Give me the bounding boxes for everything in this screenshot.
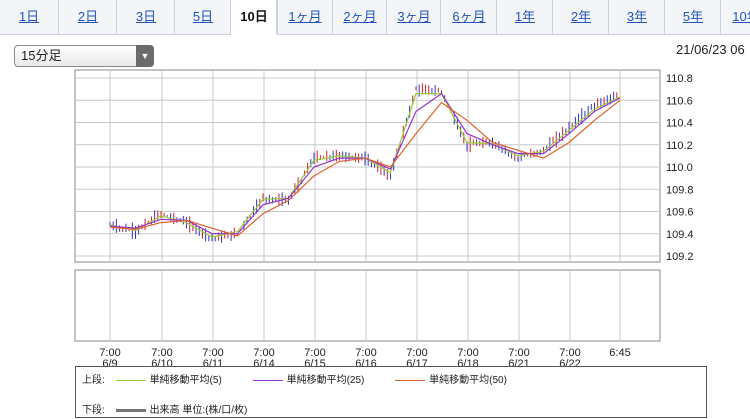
x-date-label: 6/10 [151,358,172,366]
tab-2日[interactable]: 2日 [58,0,117,34]
legend-ma25-label: 単純移動平均(25) [286,375,365,386]
y-tick-label: 110.6 [666,95,693,107]
y-tick-label: 109.8 [666,184,694,196]
tab-1ヶ月[interactable]: 1ヶ月 [276,0,333,34]
legend-ma25-swatch [252,379,283,381]
x-date-label: 6/11 [203,358,224,366]
y-tick-label: 110.8 [666,73,693,85]
legend-ma5-label: 単純移動平均(5) [149,375,222,386]
legend-ma50-label: 単純移動平均(50) [429,375,507,386]
x-date-label: 6/17 [406,358,427,366]
tab-10年[interactable]: 10年 [720,0,750,34]
x-date-label: 6/9 [102,358,117,366]
interval-select-value: 15分足 [21,48,62,63]
price-chart: 110.8 110.6 110.4 110.2 110.0 109.8 109.6 109.4… [74,69,694,366]
ma-line-50 [109,99,621,237]
x-time-label: 7:00 [253,347,274,359]
tab-6ヶ月[interactable]: 6ヶ月 [440,0,497,34]
tab-5日[interactable]: 5日 [174,0,231,34]
tab-3ヶ月[interactable]: 3ヶ月 [386,0,441,34]
tab-1年[interactable]: 1年 [496,0,553,34]
lower-panel-frame [74,269,661,342]
x-time-label: 7:00 [151,347,172,359]
y-tick-label: 110.0 [666,162,693,174]
legend-upper-row: 上段: 単純移動平均(5) 単純移動平均(25) 単純移動平均(50) [82,371,507,386]
x-time-label: 7:00 [304,347,325,359]
tab-3年[interactable]: 3年 [608,0,665,34]
interval-select[interactable]: 15分足 ▼ [14,45,154,67]
period-tab-bar: 1日 2日3日5日10日1ヶ月2ヶ月3ヶ月6ヶ月1年2年3年5年10年 [0,0,750,35]
legend-volume-swatch [115,408,146,412]
legend-ma50-swatch [395,379,426,381]
tab-3日[interactable]: 3日 [116,0,175,34]
y-tick-label: 109.6 [666,207,694,219]
tab-1日[interactable]: 1日 [18,9,40,24]
tab-2年[interactable]: 2年 [552,0,609,34]
x-time-label: 6:45 [609,347,630,359]
x-time-label: 7:00 [457,347,478,359]
x-time-label: 7:00 [559,347,580,359]
legend-ma5-swatch [115,379,146,381]
y-tick-label: 109.2 [666,251,694,263]
y-tick-label: 109.4 [666,229,694,241]
x-time-label: 7:00 [406,347,427,359]
y-tick-label: 110.2 [666,140,693,152]
x-time-label: 7:00 [508,347,529,359]
tab-2ヶ月[interactable]: 2ヶ月 [332,0,387,34]
legend-lower-label: 下段: [82,405,105,416]
tab-10日[interactable]: 10日 [230,0,278,35]
last-update-datetime: 21/06/23 06 [676,42,745,57]
upper-panel-frame [74,69,661,263]
x-date-label: 6/16 [355,358,376,366]
legend-volume-label: 出来高 単位:(株/口/枚) [149,405,248,416]
x-date-label: 6/18 [457,358,478,366]
y-tick-label: 110.4 [666,118,693,130]
tab-5年[interactable]: 5年 [664,0,721,34]
x-date-label: 6/22 [559,358,580,366]
x-date-label: 6/15 [304,358,325,366]
x-time-label: 7:00 [355,347,376,359]
x-time-label: 7:00 [99,347,120,359]
legend-upper-label: 上段: [82,375,105,386]
x-date-label: 6/14 [253,358,274,366]
x-time-label: 7:00 [202,347,223,359]
legend-lower-row: 下段: 出来高 単位:(株/口/枚) [82,401,247,416]
x-date-label: 6/21 [508,358,529,366]
chevron-down-icon[interactable]: ▼ [136,45,154,67]
chart-legend: 上段: 単純移動平均(5) 単純移動平均(25) 単純移動平均(50) 下段: … [75,366,707,418]
